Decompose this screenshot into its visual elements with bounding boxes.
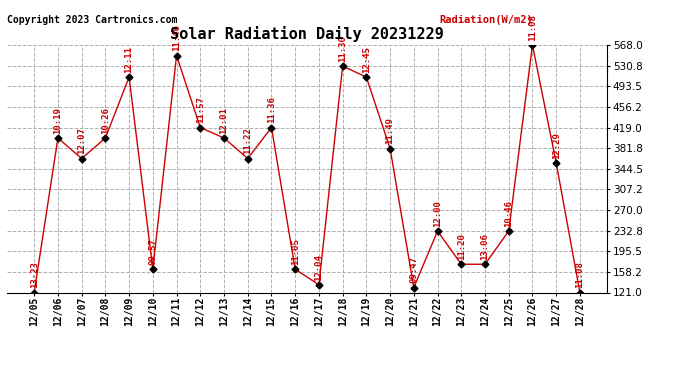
Text: 11:49: 11:49 [386,117,395,144]
Text: 12:11: 12:11 [125,46,134,73]
Text: 09:47: 09:47 [409,256,418,284]
Text: 12:29: 12:29 [552,132,561,159]
Text: 11:30: 11:30 [338,35,347,62]
Text: 10:19: 10:19 [53,107,62,134]
Text: 11:46: 11:46 [172,24,181,51]
Text: 13:06: 13:06 [480,233,489,260]
Text: Copyright 2023 Cartronics.com: Copyright 2023 Cartronics.com [7,15,177,26]
Text: 09:57: 09:57 [148,238,157,265]
Text: 12:01: 12:01 [219,107,228,134]
Text: 11:36: 11:36 [267,96,276,123]
Text: 11:05: 11:05 [290,238,299,265]
Text: 10:46: 10:46 [504,200,513,227]
Text: 11:22: 11:22 [244,128,253,154]
Text: Radiation(W/m2): Radiation(W/m2) [439,15,533,26]
Text: 11:08: 11:08 [528,14,537,41]
Text: 13:23: 13:23 [30,261,39,288]
Text: 12:00: 12:00 [433,200,442,227]
Text: 11:08: 11:08 [575,261,584,288]
Text: 11:20: 11:20 [457,233,466,260]
Text: 12:45: 12:45 [362,46,371,73]
Title: Solar Radiation Daily 20231229: Solar Radiation Daily 20231229 [170,27,444,42]
Text: 11:57: 11:57 [196,96,205,123]
Text: 10:26: 10:26 [101,107,110,134]
Text: 12:07: 12:07 [77,128,86,154]
Text: 12:04: 12:04 [315,254,324,280]
